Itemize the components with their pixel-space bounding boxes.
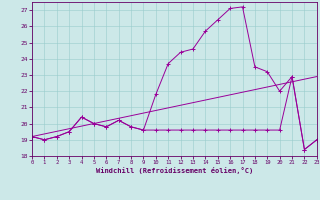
X-axis label: Windchill (Refroidissement éolien,°C): Windchill (Refroidissement éolien,°C): [96, 167, 253, 174]
